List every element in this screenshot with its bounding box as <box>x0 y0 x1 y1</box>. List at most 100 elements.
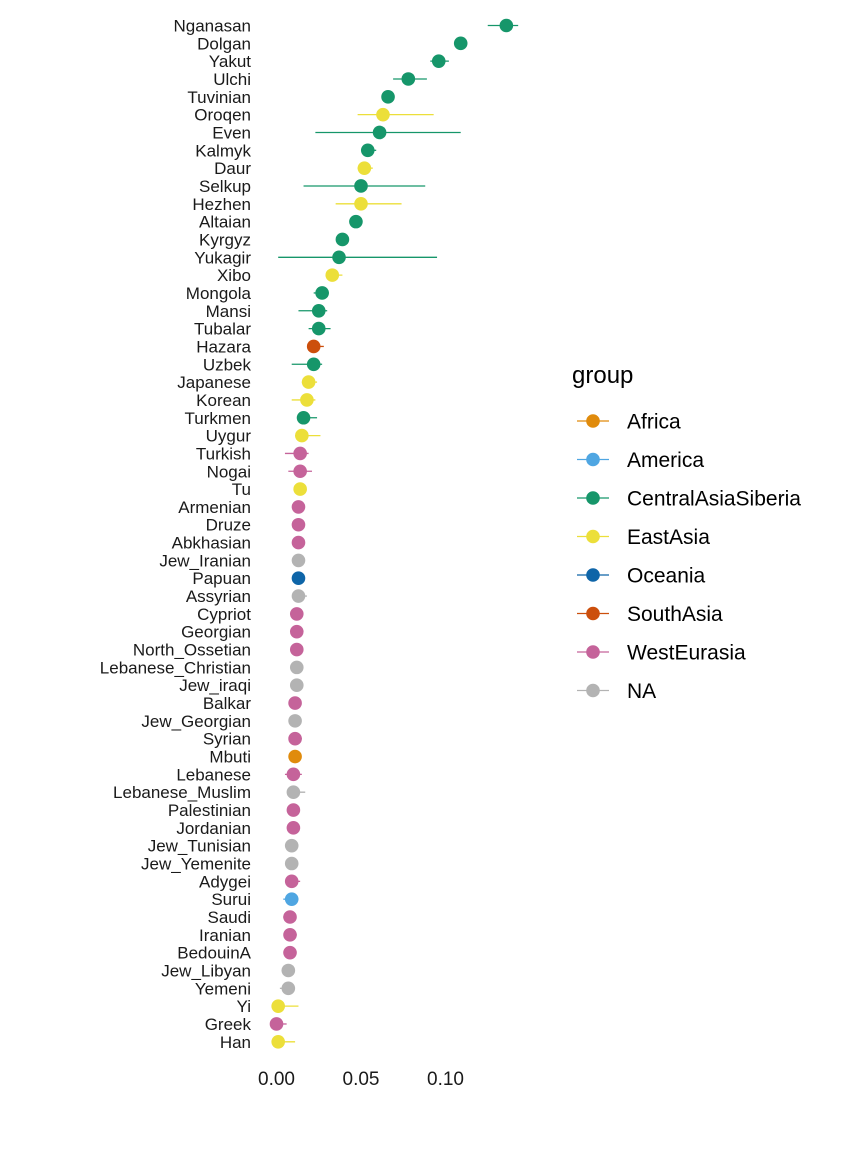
category-label: Yakut <box>209 52 251 71</box>
legend-item: Oceania <box>577 565 706 588</box>
category-label: Kyrgyz <box>199 230 251 249</box>
data-point-row: Mbuti <box>209 748 302 767</box>
category-label: Assyrian <box>186 587 251 606</box>
category-label: Oroqen <box>194 106 251 125</box>
category-label: Hazara <box>196 337 251 356</box>
category-label: Tubalar <box>194 320 251 339</box>
data-point-row: Yakut <box>209 52 449 71</box>
point-marker <box>291 535 306 550</box>
point-marker <box>291 589 306 603</box>
data-point-row: Japanese <box>177 373 318 392</box>
data-point-row: Papuan <box>192 569 306 588</box>
data-point-row: Daur <box>214 159 373 178</box>
point-marker <box>291 571 306 586</box>
category-label: Kalmyk <box>195 141 251 160</box>
legend-item: SouthAsia <box>577 603 723 626</box>
x-tick-label: 0.05 <box>343 1069 380 1090</box>
data-point-row: Lebanese_Muslim <box>113 783 306 802</box>
data-point-row: Uygur <box>206 427 321 446</box>
point-marker <box>431 54 446 68</box>
point-marker <box>284 856 299 871</box>
point-marker <box>283 928 297 942</box>
data-point-row: Turkish <box>196 444 309 463</box>
legend-key-point <box>586 414 600 428</box>
point-marker <box>296 410 311 425</box>
category-label: Surui <box>211 890 251 909</box>
category-label: Saudi <box>208 908 251 927</box>
point-marker <box>288 696 302 710</box>
point-marker <box>288 714 302 728</box>
point-marker <box>301 375 316 389</box>
point-marker <box>284 892 299 906</box>
data-point-row: Georgian <box>181 623 304 642</box>
data-point-row: Balkar <box>203 694 302 713</box>
category-label: Yemeni <box>195 979 251 998</box>
point-marker <box>288 731 302 746</box>
data-point-row: Turkmen <box>185 409 318 428</box>
category-label: BedouinA <box>177 944 251 963</box>
point-marker <box>381 90 395 104</box>
x-tick-label: 0.10 <box>427 1069 464 1090</box>
category-label: Tu <box>232 480 251 499</box>
category-label: Syrian <box>203 730 251 749</box>
data-point-row: Ulchi <box>213 70 427 89</box>
point-marker <box>354 179 368 193</box>
category-label: Palestinian <box>168 801 251 820</box>
category-label: Balkar <box>203 694 252 713</box>
point-marker <box>349 214 363 229</box>
data-point-row: Nganasan <box>173 17 519 36</box>
category-label: Lebanese_Christian <box>100 658 251 677</box>
data-point-row: Han <box>220 1033 296 1052</box>
category-label: Japanese <box>177 373 251 392</box>
point-marker <box>311 321 326 336</box>
legend-label: Oceania <box>627 565 706 588</box>
point-marker <box>286 821 301 835</box>
data-point-row: Surui <box>211 890 299 909</box>
legend-item: CentralAsiaSiberia <box>577 488 801 511</box>
point-marker <box>269 1017 284 1031</box>
data-point-row: Uzbek <box>203 355 323 374</box>
point-marker <box>291 500 306 514</box>
legend-label: Africa <box>627 411 681 434</box>
data-point-row: Assyrian <box>186 587 307 606</box>
data-point-row: Jew_Tunisian <box>148 837 299 856</box>
data-point-row: Jew_Yemenite <box>141 855 299 874</box>
data-point-row: Jew_Libyan <box>161 961 296 980</box>
point-marker <box>286 803 301 817</box>
category-label: Xibo <box>217 266 251 285</box>
point-marker <box>401 72 416 86</box>
data-point-row: Saudi <box>208 908 297 927</box>
data-point-row: Hazara <box>196 337 324 356</box>
category-label: Nganasan <box>173 17 251 36</box>
category-label: Nogai <box>207 462 251 481</box>
data-point-row: Even <box>212 123 461 142</box>
legend-key-point <box>586 452 600 467</box>
category-label: Turkish <box>196 444 251 463</box>
category-label: Mbuti <box>209 748 251 767</box>
category-label: Turkmen <box>185 409 251 428</box>
data-point-row: Tuvinian <box>187 88 395 107</box>
point-marker <box>271 999 285 1013</box>
point-marker <box>499 18 514 33</box>
point-marker <box>283 945 297 960</box>
legend-item: NA <box>577 680 656 703</box>
category-label: Papuan <box>192 569 251 588</box>
category-label: Tuvinian <box>187 88 251 107</box>
point-marker <box>453 36 468 51</box>
category-label: Druze <box>206 516 251 535</box>
point-marker <box>360 143 375 158</box>
category-label: Han <box>220 1033 251 1052</box>
data-point-row: Druze <box>206 516 306 535</box>
data-point-row: North_Ossetian <box>133 641 304 660</box>
data-point-row: Nogai <box>207 462 312 481</box>
data-point-row: BedouinA <box>177 944 297 963</box>
point-marker <box>332 250 346 265</box>
category-label: Jew_iraqi <box>179 676 251 695</box>
data-point-row: Kyrgyz <box>199 230 350 249</box>
point-marker <box>284 874 299 889</box>
legend-label: America <box>627 449 704 472</box>
data-point-row: Jew_iraqi <box>179 676 304 695</box>
point-marker <box>325 268 340 282</box>
point-marker <box>291 517 306 532</box>
point-marker <box>283 910 297 924</box>
